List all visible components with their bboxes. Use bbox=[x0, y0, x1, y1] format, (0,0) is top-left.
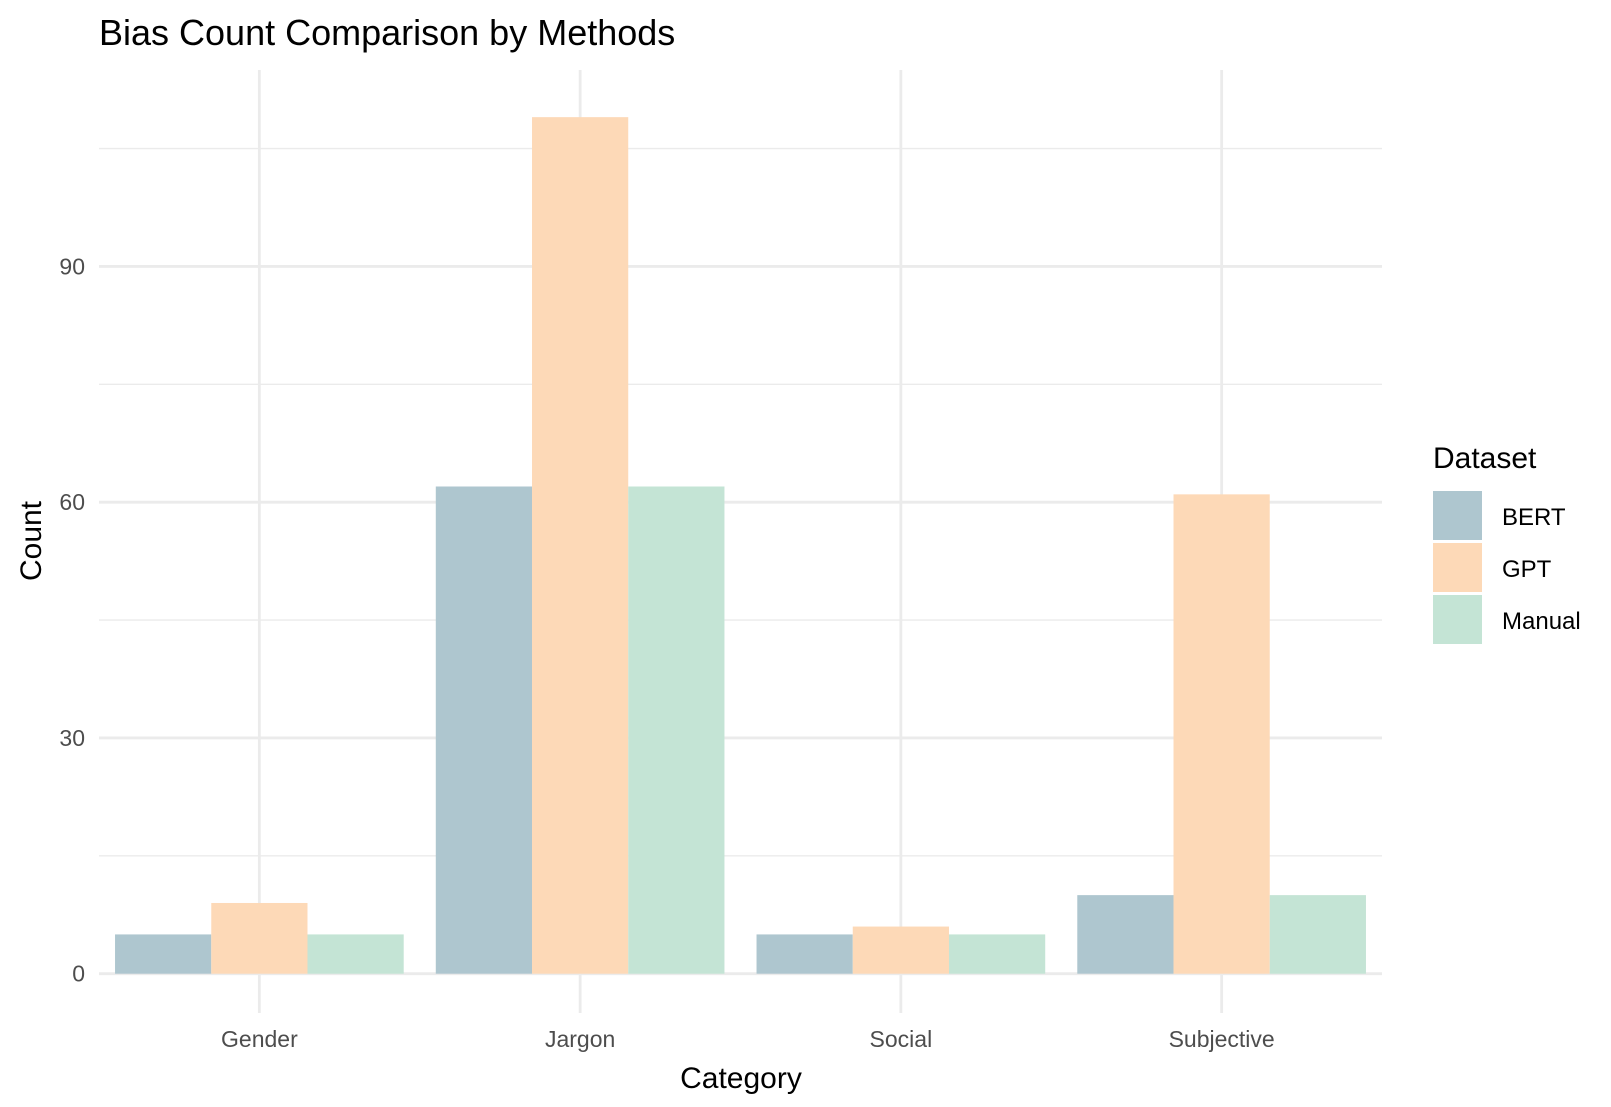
bar-manual-subjective bbox=[1269, 895, 1366, 974]
legend-key-manual bbox=[1433, 595, 1482, 644]
legend-key-bert bbox=[1433, 491, 1482, 540]
y-tick-label: 60 bbox=[59, 489, 85, 515]
legend: Dataset BERT GPT Manual bbox=[1433, 442, 1581, 644]
x-axis-tick-labels: Gender Jargon Social Subjective bbox=[221, 1026, 1275, 1052]
chart-title: Bias Count Comparison by Methods bbox=[99, 12, 675, 53]
bar-bert-jargon bbox=[435, 486, 533, 974]
bar-manual-jargon bbox=[628, 486, 725, 974]
legend-title: Dataset bbox=[1433, 442, 1537, 475]
x-tick-label: Subjective bbox=[1169, 1026, 1275, 1052]
y-tick-label: 90 bbox=[59, 253, 85, 279]
legend-key-gpt bbox=[1433, 543, 1482, 592]
y-axis-tick-labels: 0 30 60 90 bbox=[59, 253, 85, 986]
bar-bert-social bbox=[756, 934, 853, 974]
y-tick-label: 0 bbox=[72, 961, 85, 987]
bar-gpt-jargon bbox=[532, 117, 629, 974]
bars bbox=[115, 117, 1366, 974]
y-tick-label: 30 bbox=[59, 725, 85, 751]
legend-label-gpt: GPT bbox=[1502, 556, 1552, 583]
bar-gpt-gender bbox=[211, 902, 308, 974]
bar-manual-social bbox=[948, 934, 1046, 974]
bar-gpt-subjective bbox=[1173, 494, 1270, 974]
y-axis-title: Count bbox=[15, 500, 48, 581]
legend-label-bert: BERT bbox=[1502, 504, 1566, 531]
x-tick-label: Jargon bbox=[545, 1026, 615, 1052]
bar-bert-subjective bbox=[1077, 895, 1174, 974]
legend-label-manual: Manual bbox=[1502, 608, 1581, 635]
x-axis-title: Category bbox=[680, 1062, 802, 1095]
x-tick-label: Gender bbox=[221, 1026, 298, 1052]
bar-gpt-social bbox=[852, 926, 949, 974]
bar-bert-gender bbox=[115, 934, 212, 974]
bar-manual-gender bbox=[307, 934, 404, 974]
x-tick-label: Social bbox=[870, 1026, 933, 1052]
